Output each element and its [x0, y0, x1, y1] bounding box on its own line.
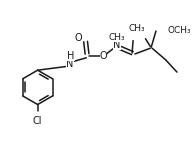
Text: O: O: [100, 51, 107, 61]
Text: CH₃: CH₃: [129, 24, 145, 33]
Text: N: N: [66, 58, 74, 69]
Text: H: H: [67, 51, 75, 61]
Text: CH₃: CH₃: [109, 33, 125, 42]
Text: O: O: [75, 33, 83, 43]
Text: N: N: [113, 40, 121, 50]
Text: OCH₃: OCH₃: [167, 26, 191, 35]
Text: Cl: Cl: [33, 116, 42, 126]
